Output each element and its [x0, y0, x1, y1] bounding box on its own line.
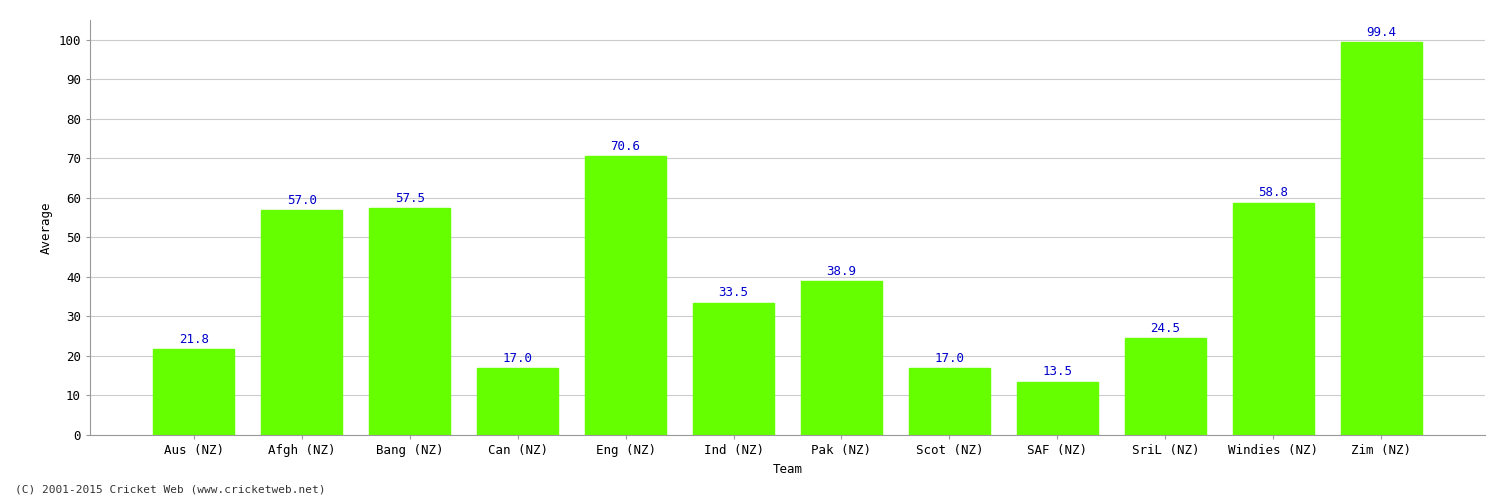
Text: 57.5: 57.5	[394, 192, 424, 204]
Text: 58.8: 58.8	[1258, 186, 1288, 200]
X-axis label: Team: Team	[772, 462, 802, 475]
Bar	[261, 210, 342, 435]
Text: 57.0: 57.0	[286, 194, 316, 206]
Text: 21.8: 21.8	[178, 332, 209, 345]
Bar	[585, 156, 666, 435]
Text: 17.0: 17.0	[503, 352, 532, 364]
Bar	[801, 282, 882, 435]
Text: 33.5: 33.5	[718, 286, 748, 300]
Text: 70.6: 70.6	[610, 140, 640, 153]
Bar	[693, 302, 774, 435]
Bar	[909, 368, 990, 435]
Text: 17.0: 17.0	[934, 352, 964, 364]
Bar	[369, 208, 450, 435]
Bar	[1233, 202, 1314, 435]
Bar	[477, 368, 558, 435]
Text: 99.4: 99.4	[1366, 26, 1396, 39]
Text: 13.5: 13.5	[1042, 366, 1072, 378]
Text: (C) 2001-2015 Cricket Web (www.cricketweb.net): (C) 2001-2015 Cricket Web (www.cricketwe…	[15, 485, 326, 495]
Bar	[1341, 42, 1422, 435]
Bar	[1017, 382, 1098, 435]
Bar	[1125, 338, 1206, 435]
Bar	[153, 349, 234, 435]
Y-axis label: Average: Average	[40, 201, 53, 254]
Text: 24.5: 24.5	[1150, 322, 1180, 335]
Text: 38.9: 38.9	[827, 265, 856, 278]
